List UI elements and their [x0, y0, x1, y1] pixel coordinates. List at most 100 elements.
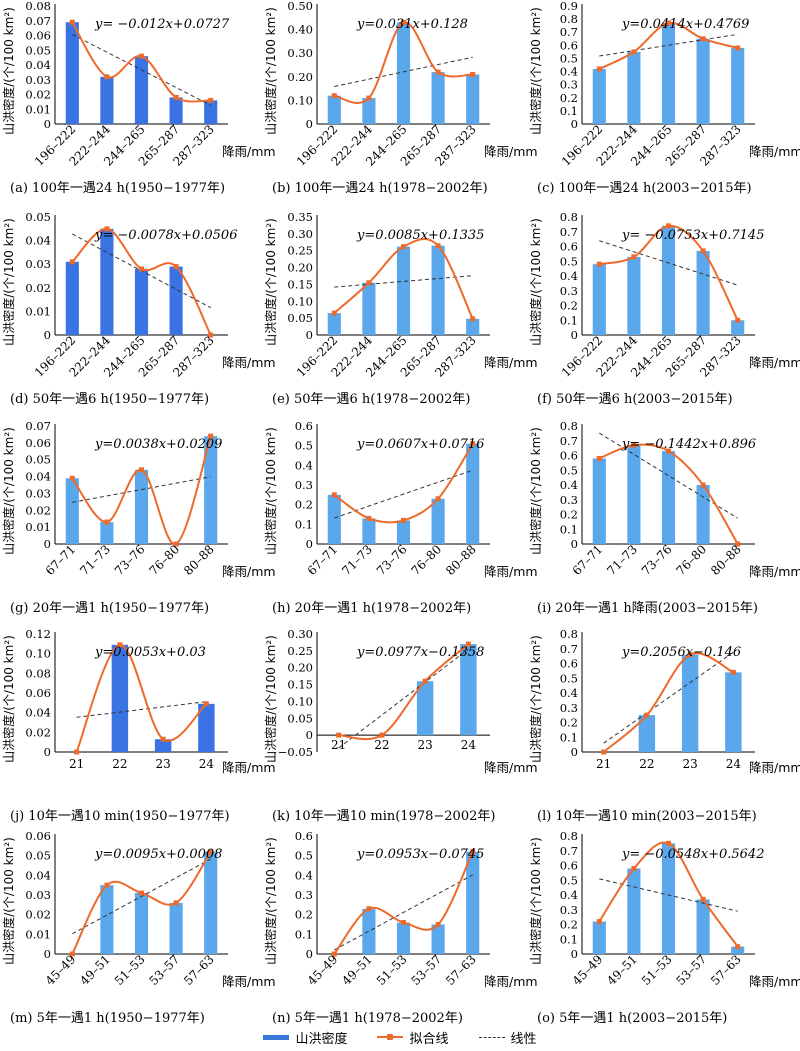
bar-222–244 [627, 256, 641, 335]
fit-point-196–222 [331, 310, 337, 316]
y-tick-label: 0.40 [287, 23, 313, 37]
fit-point-51–53 [666, 840, 671, 846]
y-tick-label: 0.02 [25, 281, 51, 295]
y-tick-label: 0 [571, 328, 578, 342]
fit-point-196–222 [596, 261, 602, 267]
bar-244–265 [661, 225, 676, 335]
y-tick-label: 0.25 [287, 244, 313, 258]
fit-point-49–51 [104, 882, 110, 888]
x-tick-label: 24 [199, 757, 215, 771]
bar-244–265 [396, 246, 411, 335]
panel-caption: (g) 20年一遇1 h(1950−1977年) [10, 601, 209, 616]
x-axis-label: 降雨/mm [222, 355, 276, 370]
y-tick-label: −0.05 [278, 745, 313, 759]
y-tick-label: 0.30 [287, 227, 313, 241]
bar-265–287 [431, 72, 445, 124]
fit-point-53–57 [435, 922, 441, 927]
y-tick-label: 0.35 [287, 210, 313, 224]
bar-53–57 [431, 924, 445, 954]
trend-equation: y= −0.1442x+0.896 [621, 437, 756, 452]
y-tick-label: 0 [571, 745, 578, 759]
fit-point-287–323 [208, 332, 214, 338]
y-tick-label: 0.15 [287, 678, 313, 692]
legend-fit-label: 拟合线 [409, 1031, 449, 1047]
x-axis-label: 降雨/mm [484, 355, 538, 370]
y-tick-label: 0.8 [560, 12, 578, 26]
x-tick-label: 21 [69, 757, 84, 771]
fit-point-222–244 [366, 95, 372, 101]
y-tick-label: 0 [571, 947, 578, 961]
y-axis-label: 山洪密度/(个/100 km²) [263, 427, 278, 555]
x-axis-label: 降雨/mm [222, 974, 276, 989]
chart-panel-5: 00.10.20.30.40.50.60.70.8 山洪密度/(个/100 km²… [528, 210, 800, 407]
bar-196–222 [327, 313, 341, 335]
legend-linear-label: 线性 [510, 1031, 537, 1047]
y-tick-label: 0.8 [560, 210, 578, 224]
x-tick-label: 49–51 [339, 952, 375, 988]
trend-equation: y= −0.0753x+0.7145 [621, 228, 764, 243]
trend-equation: y= −0.012x+0.0727 [94, 17, 230, 32]
bar-24 [460, 644, 477, 736]
y-tick-label: 0.10 [287, 294, 313, 308]
fit-point-21 [74, 749, 80, 755]
panel-caption: (c) 100年一遇24 h(2003−2015年) [537, 181, 752, 196]
x-axis-label: 降雨/mm [484, 760, 538, 775]
bar-244–265 [661, 23, 676, 124]
bar-287–323 [731, 320, 745, 335]
trend-equation: y=0.0085x+0.1335 [356, 228, 484, 243]
chart-panel-4: 0 0.05 0.10 0.15 0.20 0.25 0.30 0.35 山洪密度/(个/100… [263, 210, 538, 407]
fit-point-222–244 [631, 49, 637, 55]
fit-point-76–80 [700, 482, 706, 488]
panel-caption: (k) 10年一遇10 min(1978−2002年) [272, 809, 495, 824]
y-tick-label: 0.6 [560, 859, 578, 873]
fit-point-49–51 [366, 906, 372, 912]
bar-51–53 [661, 843, 676, 954]
bar-53–57 [169, 902, 183, 954]
trend-equation: y=0.031x+0.128 [356, 17, 468, 32]
trend-equation: y=0.0607x+0.0716 [356, 437, 484, 452]
fit-point-67–71 [596, 455, 602, 461]
bar-67–71 [592, 458, 606, 544]
y-axis-label: 山洪密度/(个/100 km²) [1, 635, 16, 763]
bar-196–222 [327, 95, 341, 124]
y-tick-label: 0.06 [25, 29, 51, 43]
bar-23 [681, 654, 699, 752]
y-tick-label: 0.02 [25, 725, 51, 739]
y-tick-label: 0.04 [25, 58, 51, 72]
trend-line [76, 701, 207, 718]
bar-24 [725, 672, 742, 752]
panel-caption: (h) 20年一遇1 h(1978−2002年) [272, 601, 471, 616]
bar-23 [416, 681, 434, 736]
bar-22 [111, 644, 129, 752]
y-tick-label: 0.03 [25, 257, 51, 271]
x-tick-label: 49–51 [77, 952, 113, 988]
bar-222–244 [362, 282, 376, 335]
y-tick-label: 0.8 [560, 829, 578, 843]
x-tick-label: 23 [682, 757, 697, 771]
bar-80–88 [466, 443, 480, 544]
fit-point-265–287 [173, 94, 179, 100]
x-axis-label: 降雨/mm [222, 144, 276, 159]
fit-point-73–76 [401, 517, 406, 523]
bar-80–88 [204, 436, 218, 544]
y-tick-label: 0.7 [560, 642, 578, 656]
y-tick-label: 0.2 [295, 498, 313, 512]
y-tick-label: 0.2 [560, 716, 578, 730]
y-tick-label: 0 [44, 745, 51, 759]
fit-point-23 [160, 736, 166, 742]
fit-point-287–323 [470, 316, 476, 322]
panel-caption: (b) 100年一遇24 h(1978−2002年) [272, 181, 488, 196]
chart-panel-12: 0 0.01 0.02 0.03 0.04 0.05 0.06 山洪密度/(个/100 km²… [1, 829, 276, 1024]
y-tick-label: 0.01 [25, 520, 51, 534]
fit-point-23 [422, 678, 428, 684]
fit-point-57–63 [735, 944, 741, 950]
legend-item-linear: 线性 [478, 1028, 537, 1047]
bar-57–63 [466, 851, 480, 954]
y-tick-label: 0.05 [25, 849, 51, 863]
y-tick-label: 0.4 [295, 458, 313, 472]
y-tick-label: 0.4 [560, 65, 578, 79]
x-tick-label: 76–80 [146, 542, 182, 578]
